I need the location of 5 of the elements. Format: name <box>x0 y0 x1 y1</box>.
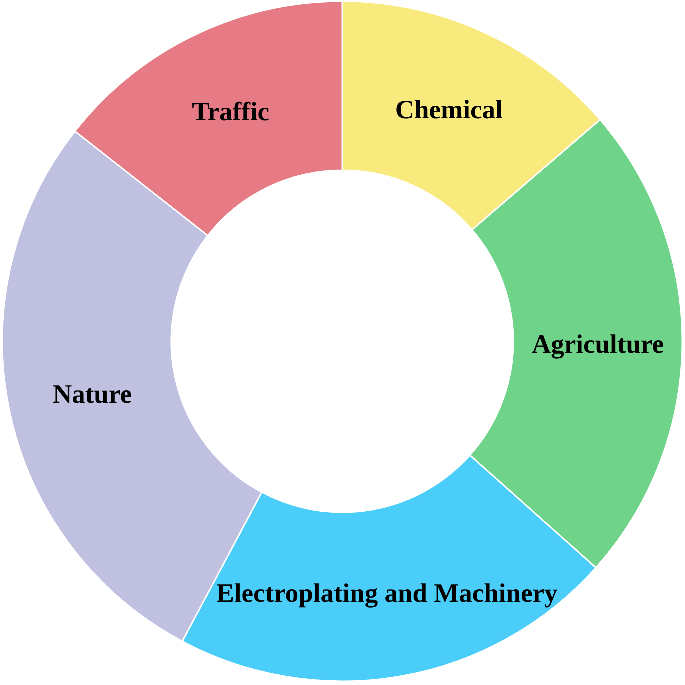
slice-label: Chemical <box>395 94 503 124</box>
slice-label: Nature <box>52 379 132 410</box>
slice-label: Agriculture <box>532 328 664 359</box>
slice-label: Traffic <box>192 96 270 127</box>
slice-label: Electroplating and Machinery <box>216 578 558 608</box>
